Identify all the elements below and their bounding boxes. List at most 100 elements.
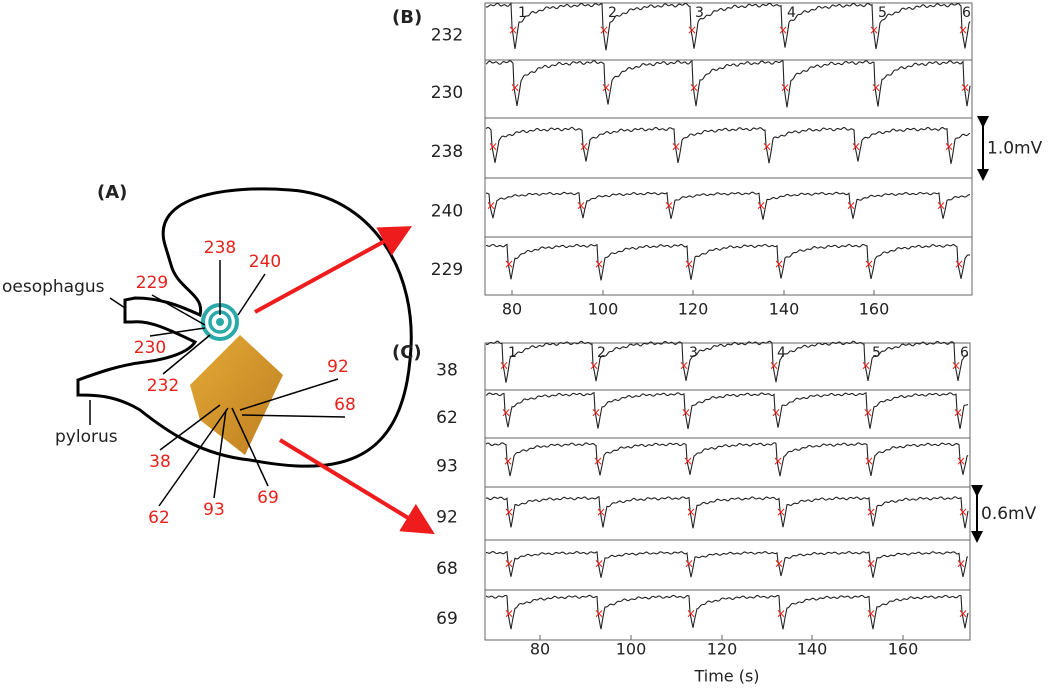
marker: × <box>679 358 689 372</box>
marker: × <box>958 23 968 37</box>
marker: × <box>956 556 966 570</box>
marker: × <box>593 454 603 468</box>
electrode-label: 240 <box>249 252 281 272</box>
marker: × <box>501 406 511 420</box>
trace <box>485 340 969 383</box>
leader <box>162 334 211 375</box>
marker: × <box>594 257 604 271</box>
marker: × <box>594 556 604 570</box>
trace <box>485 59 971 108</box>
marker: × <box>936 198 946 212</box>
marker: × <box>771 406 781 420</box>
marker: × <box>508 23 518 37</box>
marker: × <box>486 198 496 212</box>
marker: × <box>589 358 599 372</box>
marker: × <box>958 505 968 519</box>
x-tick-label: 80 <box>530 640 550 659</box>
marker: × <box>681 406 691 420</box>
marker: × <box>686 505 696 519</box>
x-tick-label: 80 <box>502 300 522 319</box>
beat-number: 3 <box>689 345 698 361</box>
panel-label: (C) <box>392 342 422 363</box>
electrode-label: 229 <box>136 273 168 293</box>
marker: × <box>866 556 876 570</box>
panel-label: (B) <box>392 7 422 28</box>
beat-number: 6 <box>960 345 969 361</box>
channel-label: 93 <box>436 457 458 477</box>
leader <box>237 273 266 316</box>
scale-label: 0.6mV <box>981 504 1037 524</box>
marker: × <box>684 257 694 271</box>
trace-frame <box>484 486 971 541</box>
beat-number: 2 <box>608 5 617 21</box>
marker: × <box>504 257 514 271</box>
marker: × <box>769 358 779 372</box>
beat-number: 6 <box>962 5 971 21</box>
x-tick-label: 100 <box>588 300 619 319</box>
marker: × <box>954 257 964 271</box>
panel-label: (A) <box>97 182 127 203</box>
trace <box>485 495 969 529</box>
channel-label: 229 <box>431 260 463 280</box>
leader <box>231 407 269 487</box>
spiral <box>216 318 224 326</box>
arrow <box>254 226 413 314</box>
channel-label: 240 <box>431 202 463 222</box>
marker: × <box>684 556 694 570</box>
x-tick-label: 160 <box>888 640 919 659</box>
beat-number: 5 <box>872 345 881 361</box>
beat-number: 1 <box>518 5 527 21</box>
marker: × <box>846 198 856 212</box>
trace-frame <box>484 236 973 296</box>
marker: × <box>778 23 788 37</box>
marker: × <box>762 139 772 153</box>
marker: × <box>851 139 861 153</box>
marker: × <box>864 454 874 468</box>
electrode-label: 93 <box>203 500 225 520</box>
leader <box>159 404 221 451</box>
marker: × <box>774 556 784 570</box>
marker: × <box>510 81 520 95</box>
marker: × <box>958 607 968 621</box>
trace <box>485 126 971 164</box>
channel-label: 69 <box>436 609 458 629</box>
trace-frame <box>484 539 971 591</box>
channel-label: 38 <box>436 361 458 381</box>
x-tick-label: 140 <box>797 640 828 659</box>
marker: × <box>579 139 589 153</box>
organ-label: pylorus <box>55 427 118 447</box>
trace <box>485 594 969 630</box>
channel-label: 68 <box>436 559 458 579</box>
channel-label: 232 <box>431 26 463 46</box>
leader <box>241 414 346 418</box>
beat-number: 5 <box>878 5 887 21</box>
marker: × <box>504 607 514 621</box>
channel-label: 230 <box>431 83 463 103</box>
electrode-array <box>190 335 283 455</box>
marker: × <box>488 139 498 153</box>
electrode-label: 68 <box>334 395 356 415</box>
channel-label: 62 <box>436 408 458 428</box>
scale-label: 1.0mV <box>987 139 1043 159</box>
beat-number: 4 <box>787 5 796 21</box>
marker: × <box>774 257 784 271</box>
trace <box>485 243 971 281</box>
leader <box>149 327 206 337</box>
trace <box>485 442 969 477</box>
trace <box>485 550 969 578</box>
x-tick-label: 120 <box>707 640 738 659</box>
electrode-label: 69 <box>257 488 279 508</box>
channel-label: 238 <box>431 142 463 162</box>
electrode-label: 92 <box>327 357 349 377</box>
marker: × <box>591 406 601 420</box>
marker: × <box>861 358 871 372</box>
marker: × <box>686 607 696 621</box>
beat-number: 1 <box>508 345 517 361</box>
marker: × <box>503 454 513 468</box>
marker: × <box>863 406 873 420</box>
marker: × <box>776 505 786 519</box>
marker: × <box>683 454 693 468</box>
marker: × <box>689 81 699 95</box>
marker: × <box>596 505 606 519</box>
marker: × <box>956 454 966 468</box>
